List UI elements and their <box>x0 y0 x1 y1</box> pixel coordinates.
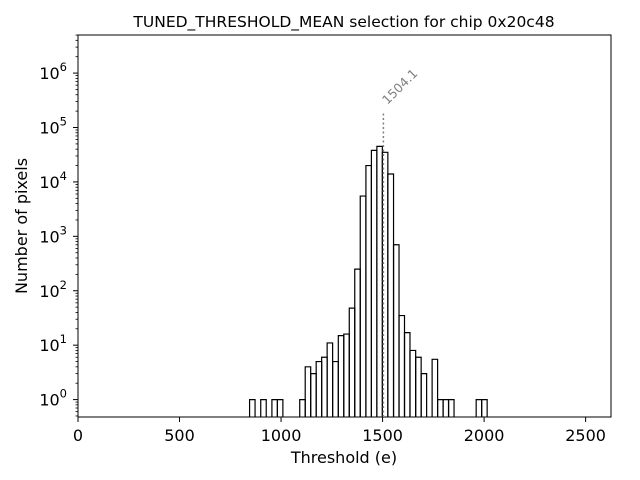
y-tick-label-3: 103 <box>39 223 67 246</box>
y-tick-label-5: 105 <box>39 115 67 138</box>
hist-bin-32 <box>481 398 488 417</box>
y-tick-label-6: 106 <box>39 60 67 83</box>
hist-bin-27 <box>431 358 439 417</box>
x-axis-label: Threshold (e) <box>290 448 397 467</box>
hist-bin-0 <box>248 398 256 417</box>
x-tick-label-4: 2000 <box>464 426 505 445</box>
hist-bin-26 <box>420 373 428 417</box>
hist-bin-30 <box>447 398 455 417</box>
hist-bin-3 <box>276 398 284 417</box>
plot-area <box>77 34 612 418</box>
chart-title: TUNED_THRESHOLD_MEAN selection for chip … <box>132 13 554 32</box>
y-axis-label: Number of pixels <box>12 158 31 294</box>
x-tick-label-3: 1500 <box>362 426 403 445</box>
x-tick-label-0: 0 <box>73 426 83 445</box>
y-tick-label-2: 102 <box>39 278 67 301</box>
y-tick-label-0: 100 <box>39 387 67 410</box>
hist-bin-1 <box>260 398 267 417</box>
x-axis: 0 500 1000 1500 2000 2500 <box>73 417 606 445</box>
histogram-bars <box>248 145 488 417</box>
y-axis: 100 101 102 103 104 105 106 <box>39 34 78 417</box>
y-tick-label-1: 101 <box>39 332 67 355</box>
x-tick-label-5: 2500 <box>565 426 606 445</box>
x-tick-label-1: 500 <box>164 426 195 445</box>
plot-frame <box>77 34 612 418</box>
x-tick-label-2: 1000 <box>261 426 302 445</box>
y-tick-label-4: 104 <box>39 169 67 192</box>
